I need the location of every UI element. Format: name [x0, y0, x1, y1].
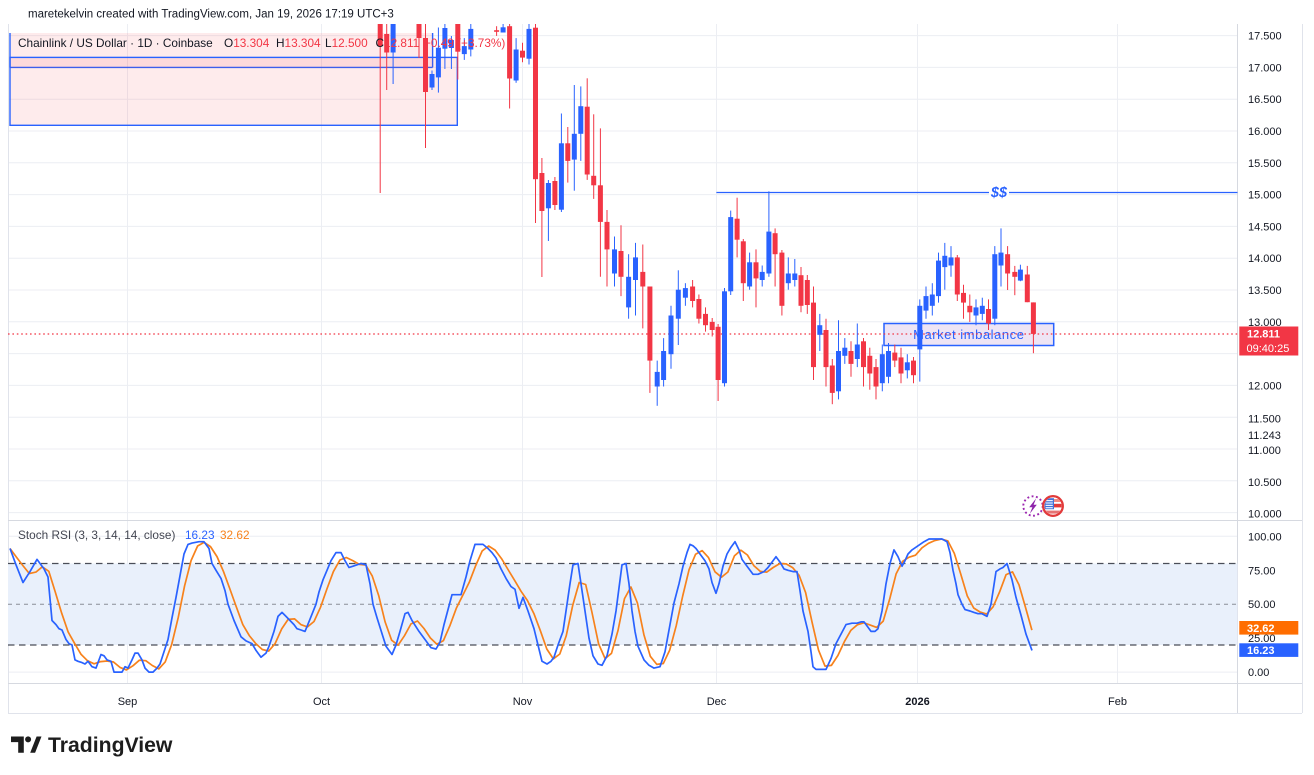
svg-text:17.500: 17.500	[1248, 31, 1282, 43]
svg-text:12.000: 12.000	[1248, 380, 1282, 392]
svg-text:0.00: 0.00	[1248, 667, 1269, 679]
svg-text:maretekelvin created with Trad: maretekelvin created with TradingView.co…	[28, 9, 394, 21]
svg-text:25.00: 25.00	[1248, 633, 1276, 645]
svg-text:11.500: 11.500	[1248, 414, 1281, 426]
svg-text:09:40:25: 09:40:25	[1247, 343, 1290, 355]
svg-text:2026: 2026	[905, 696, 929, 708]
svg-text:TradingView: TradingView	[48, 734, 173, 757]
svg-text:16.500: 16.500	[1248, 94, 1282, 106]
svg-text:10.000: 10.000	[1248, 509, 1282, 521]
svg-text:32.62: 32.62	[1247, 623, 1275, 635]
svg-text:10.500: 10.500	[1248, 477, 1282, 489]
svg-text:16.23: 16.23	[185, 528, 215, 542]
svg-text:Oct: Oct	[313, 696, 330, 708]
svg-text:O13.304: O13.304	[224, 36, 270, 50]
svg-text:Feb: Feb	[1108, 696, 1127, 708]
svg-text:100.00: 100.00	[1248, 531, 1282, 543]
svg-text:L12.500: L12.500	[325, 36, 368, 50]
svg-text:17.000: 17.000	[1248, 62, 1282, 74]
svg-text:16.23: 16.23	[1247, 645, 1275, 657]
svg-text:32.62: 32.62	[220, 528, 250, 542]
svg-text:15.500: 15.500	[1248, 158, 1282, 170]
svg-text:Nov: Nov	[513, 696, 533, 708]
svg-text:16.000: 16.000	[1248, 126, 1282, 138]
svg-text:14.000: 14.000	[1248, 253, 1282, 265]
svg-text:Dec: Dec	[707, 696, 727, 708]
svg-text:Stoch RSI (3, 3, 14, 14, close: Stoch RSI (3, 3, 14, 14, close)	[18, 528, 175, 542]
svg-text:Chainlink / US Dollar · 1D · C: Chainlink / US Dollar · 1D · Coinbase	[18, 36, 213, 50]
svg-text:14.500: 14.500	[1248, 221, 1282, 233]
svg-text:12.811: 12.811	[1247, 329, 1280, 341]
svg-text:50.00: 50.00	[1248, 599, 1276, 611]
svg-text:+0.49 (+3.73%): +0.49 (+3.73%)	[424, 36, 505, 50]
svg-text:75.00: 75.00	[1248, 565, 1276, 577]
svg-text:13.000: 13.000	[1248, 317, 1282, 329]
svg-text:H13.304: H13.304	[276, 36, 321, 50]
svg-text:C12.811: C12.811	[376, 36, 420, 50]
svg-text:11.000: 11.000	[1248, 445, 1281, 457]
svg-text:$$: $$	[990, 185, 1008, 201]
svg-text:Sep: Sep	[118, 696, 138, 708]
svg-text:13.500: 13.500	[1248, 285, 1282, 297]
svg-text:11.243: 11.243	[1248, 430, 1281, 442]
svg-text:15.000: 15.000	[1248, 190, 1282, 202]
